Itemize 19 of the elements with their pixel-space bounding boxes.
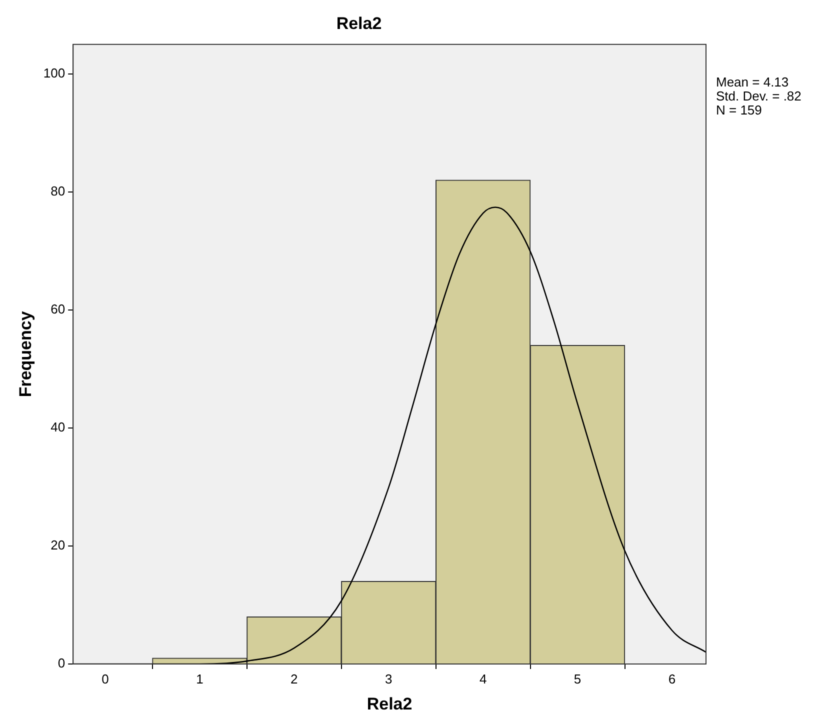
x-axis-title: Rela2 (366, 694, 412, 714)
y-tick-label: 60 (50, 302, 66, 317)
x-tick-label: 6 (668, 671, 676, 686)
text: Mean = 4.13 (716, 74, 789, 90)
x-tick-label: 2 (290, 671, 298, 686)
y-tick-label: 20 (50, 538, 66, 553)
y-tick-label: 100 (43, 65, 66, 80)
chart-title: Rela2 (336, 14, 382, 33)
text: Std. Dev. = .82 (716, 88, 802, 104)
x-tick-label: 5 (574, 671, 582, 686)
y-tick-label: 0 (58, 656, 66, 671)
x-tick-label: 4 (479, 671, 487, 686)
x-tick-label: 1 (196, 671, 204, 686)
x-tick-label: 0 (102, 671, 109, 686)
text: N = 159 (716, 102, 762, 118)
y-axis-title: Frequency (16, 310, 35, 398)
y-tick-label: 40 (50, 420, 66, 435)
y-tick-label: 80 (50, 184, 66, 198)
x-tick-label: 3 (384, 671, 392, 686)
